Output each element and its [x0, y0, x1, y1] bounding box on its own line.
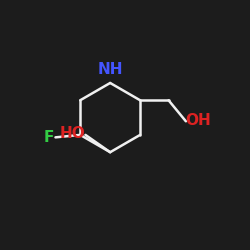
Text: F: F [43, 130, 54, 145]
Text: OH: OH [185, 113, 210, 128]
Text: HO: HO [60, 126, 86, 142]
Text: NH: NH [98, 62, 124, 77]
